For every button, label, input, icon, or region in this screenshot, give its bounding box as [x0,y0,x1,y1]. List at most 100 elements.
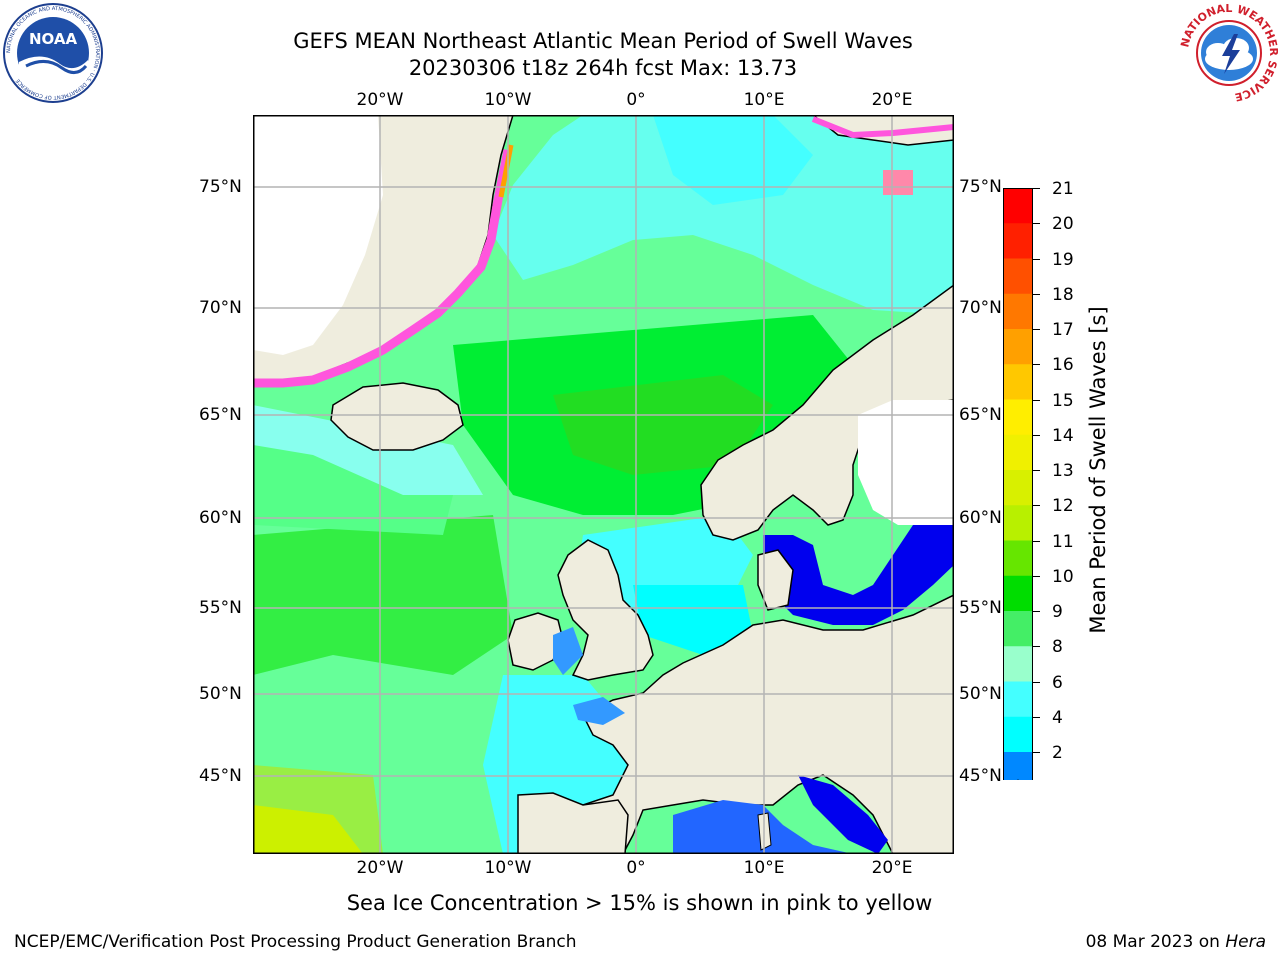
colorbar-tick-mark [1033,293,1040,295]
colorbar-tick-label: 8 [1052,637,1063,658]
colorbar-segment [1003,364,1033,400]
national-weather-service-logo-icon: NATIONAL WEATHER SERVICE [1178,2,1280,104]
chart-subtitle: 20230306 t18z 264h fcst Max: 13.73 [408,56,798,80]
iceland-cyan-swell-region [253,405,483,495]
lat-label-right-60n: 60°N [959,508,1002,528]
lon-label-bottom-20e: 20°E [871,858,913,878]
english-channel-low-period [573,697,625,725]
greenland-ice-cover [253,115,383,355]
colorbar-tick-label: 16 [1052,355,1074,376]
southwest-yellow-region [253,805,363,854]
colorbar-tick-label: 4 [1052,707,1063,728]
footer-credit: NCEP/EMC/Verification Post Processing Pr… [14,932,577,952]
colorbar-tick-mark [1033,470,1040,471]
colorbar-tick-mark [1033,399,1040,401]
footer-date-text: 08 Mar 2023 on [1085,932,1226,952]
northern-cyan-swell-patch [653,115,813,205]
noaa-logo-text: NOAA [29,30,78,48]
lat-label-right-55n: 55°N [959,598,1002,618]
colorbar-segment [1003,329,1033,365]
colorbar-tick-mark [1033,434,1040,436]
colorbar-segment [1003,540,1033,577]
noaa-logo-icon: NOAA NATIONAL OCEANIC AND ATMOSPHERIC AD… [2,2,104,104]
colorbar-tick-mark [1033,364,1040,366]
lon-label-top-10w: 10°W [484,90,532,110]
iceland-landmass [330,382,464,451]
svalbard-landmass [811,115,954,146]
colorbar-tick-label: 14 [1052,425,1074,446]
colorbar-tick-label: 18 [1052,284,1074,305]
colorbar-segment [1003,434,1033,471]
lon-label-bottom-10w: 10°W [484,858,532,878]
lat-label-right-70n: 70°N [959,298,1002,318]
colorbar-tick-mark [1033,681,1040,683]
colorbar-tick-mark [1033,540,1040,542]
colorbar-tick-mark [1033,611,1040,612]
colorbar-tick-label: 19 [1052,249,1074,270]
denmark-landmass [757,549,794,611]
lat-label-left-75n: 75°N [199,177,242,197]
lon-label-top-10e: 10°E [743,90,785,110]
lon-label-bottom-0: 0° [626,858,646,878]
sea-ice-note: Sea Ice Concentration > 15% is shown in … [346,891,933,915]
colorbar-tick-label: 2 [1052,743,1063,763]
colorbar-segment [1003,681,1033,718]
colorbar-tick-label: 15 [1052,390,1074,411]
colorbar-segment [1003,223,1033,259]
western-green-region [253,515,513,675]
colorbar-tick-mark [1033,505,1040,507]
svalbard-sea-ice [811,116,954,139]
lon-label-top-20w: 20°W [356,90,404,110]
lat-label-right-65n: 65°N [959,405,1002,425]
adriatic-sea-low-period [798,775,888,854]
colorbar-tick-label: 21 [1052,179,1074,199]
map-border [253,115,954,854]
footer-host: Hera [1225,932,1266,952]
colorbar-segment [1003,575,1033,612]
colorbar-segment [1003,716,1033,753]
colorbar-tick-label: 12 [1052,496,1074,517]
colorbar-graphic [1002,188,1034,788]
lon-label-top-20e: 20°E [871,90,913,110]
lon-label-top-0: 0° [626,90,646,110]
northern-cyan-swell-region [493,115,954,315]
colorbar-segment [1003,188,1033,224]
lat-label-right-75n: 75°N [959,177,1002,197]
colorbar-tick-label: 10 [1052,566,1074,587]
colorbar-tick-mark [1033,223,1040,225]
colorbar-tick-mark [1033,575,1040,577]
colorbar-tick-label: 20 [1052,214,1074,235]
lat-label-left-70n: 70°N [199,298,242,318]
colorbar [1002,188,1034,788]
norwegian-sea-dark-green-patch [553,375,773,475]
swell-period-map [253,115,954,854]
lat-label-left-45n: 45°N [199,766,242,786]
colorbar-segment [1003,505,1033,541]
lat-label-left-60n: 60°N [199,508,242,528]
iberia-landmass [517,792,629,854]
baltic-sea-low-period [763,525,954,625]
colorbar-tick-mark [1033,258,1040,260]
lat-label-left-55n: 55°N [199,598,242,618]
colorbar-tick-label: 11 [1052,531,1074,552]
gulf-of-bothnia-ice [858,400,954,525]
colorbar-tick-label: 9 [1052,602,1063,622]
irish-sea-low-period [553,627,583,675]
colorbar-tick-mark [1033,646,1040,648]
colorbar-tick-label: 13 [1052,461,1074,481]
lat-label-left-65n: 65°N [199,405,242,425]
colorbar-tick-label: 17 [1052,320,1074,340]
footer-date: 08 Mar 2023 on Hera [1086,932,1266,952]
colorbar-segment [1003,399,1033,436]
greenland-sea-ice-core [498,144,514,198]
colorbar-tick-mark [1033,752,1040,753]
colorbar-segment [1003,258,1033,295]
lat-label-right-45n: 45°N [959,766,1002,786]
greenland-sea-ice-edge [253,149,513,388]
map-graticule [253,115,954,854]
lon-label-bottom-10e: 10°E [743,858,785,878]
bear-island-sea-ice [883,170,913,195]
colorbar-tick-mark [1033,716,1040,718]
lon-label-bottom-20w: 20°W [356,858,404,878]
colorbar-tick-mark [1033,329,1040,330]
